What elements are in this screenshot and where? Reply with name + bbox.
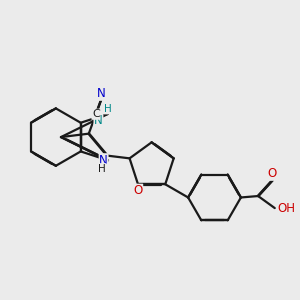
Text: H: H — [98, 164, 106, 174]
Text: N: N — [97, 87, 105, 100]
Text: OH: OH — [278, 202, 296, 214]
Text: O: O — [268, 167, 277, 180]
Text: H: H — [104, 104, 112, 114]
Text: N: N — [99, 154, 108, 167]
Text: O: O — [134, 184, 142, 197]
Text: N: N — [94, 114, 103, 127]
Text: C: C — [92, 109, 100, 119]
